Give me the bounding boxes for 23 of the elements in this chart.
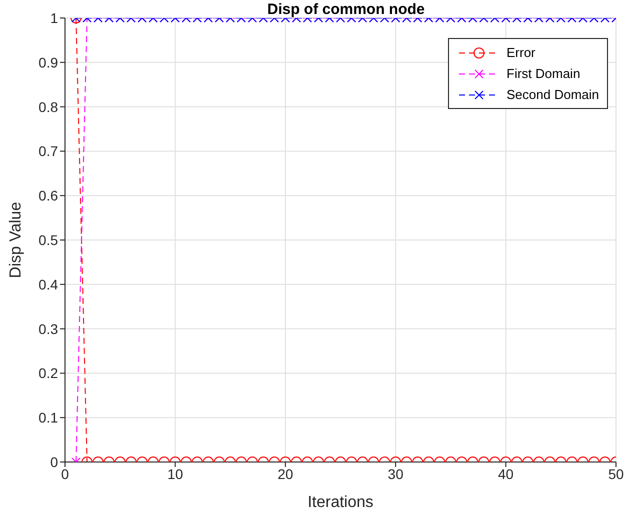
y-tick-label: 0.8 — [38, 98, 58, 115]
y-axis-title: Disp Value — [8, 202, 25, 278]
y-tick-label: 0.7 — [38, 143, 58, 160]
x-tick-label: 40 — [498, 466, 514, 482]
x-tick-label: 10 — [167, 466, 184, 482]
y-tick-label: 0.9 — [38, 54, 58, 70]
legend-label: Second Domain — [506, 87, 599, 102]
x-axis-title: Iterations — [308, 494, 374, 511]
chart-title: Disp of common node — [266, 1, 426, 18]
x-tick-label: 50 — [608, 466, 624, 482]
y-tick-label: 0 — [50, 454, 58, 470]
x-tick-label: 30 — [388, 466, 404, 482]
y-tick-label: 0.2 — [38, 365, 58, 382]
x-tick-label: 20 — [278, 466, 294, 482]
y-tick-label: 0.6 — [38, 188, 58, 204]
y-tick-label: 1 — [50, 10, 58, 26]
legend-label: First Domain — [506, 66, 580, 81]
legend-label: Error — [506, 45, 536, 60]
y-tick-label: 0.5 — [38, 232, 58, 248]
x-tick-label: 0 — [61, 466, 70, 482]
y-tick-label: 0.1 — [38, 410, 58, 426]
y-tick-label: 0.4 — [38, 276, 58, 292]
y-tick-label: 0.3 — [38, 320, 58, 337]
